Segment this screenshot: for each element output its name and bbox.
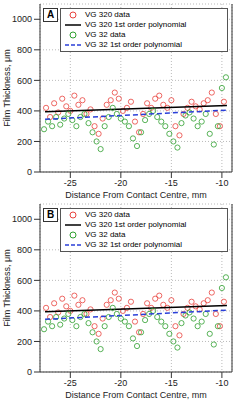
svg-text:-20: -20 <box>114 378 127 388</box>
html-text:A: A <box>47 9 55 20</box>
svg-text:Film Thickness, μm: Film Thickness, μm <box>8 249 12 327</box>
svg-text:400: 400 <box>17 306 32 316</box>
svg-text:600: 600 <box>17 276 32 286</box>
svg-text:1000: 1000 <box>12 214 32 224</box>
svg-text:-15: -15 <box>165 378 178 388</box>
svg-text:Film Thickness, μm: Film Thickness, μm <box>8 49 12 127</box>
svg-text:0: 0 <box>27 167 32 177</box>
html-text:VG 320 1st order polynomial: VG 320 1st order polynomial <box>85 220 187 229</box>
html-text:VG 32 1st order polynomial: VG 32 1st order polynomial <box>85 240 182 249</box>
html-text:VG 320 data: VG 320 data <box>85 210 130 219</box>
svg-text:200: 200 <box>17 337 32 347</box>
html-text:VG 32 data: VG 32 data <box>85 30 126 39</box>
svg-text:Distance From Contact Centre,: Distance From Contact Centre, mm <box>65 390 207 400</box>
svg-text:600: 600 <box>17 76 32 86</box>
svg-text:0: 0 <box>27 367 32 377</box>
html-text:VG 320 data: VG 320 data <box>85 10 130 19</box>
svg-text:800: 800 <box>17 245 32 255</box>
html-text:VG 32 data: VG 32 data <box>85 230 126 239</box>
svg-text:Distance From Contact Centre,: Distance From Contact Centre, mm <box>65 190 207 200</box>
html-text:VG 32 1st order polynomial: VG 32 1st order polynomial <box>85 40 182 49</box>
svg-text:1000: 1000 <box>12 14 32 24</box>
svg-text:-25: -25 <box>64 178 77 188</box>
svg-text:-10: -10 <box>215 178 228 188</box>
html-text:VG 320 1st order polynomial: VG 320 1st order polynomial <box>85 20 187 29</box>
svg-text:200: 200 <box>17 137 32 147</box>
svg-text:-25: -25 <box>64 378 77 388</box>
svg-text:-15: -15 <box>165 178 178 188</box>
svg-text:800: 800 <box>17 45 32 55</box>
html-text:B: B <box>47 209 55 220</box>
svg-text:400: 400 <box>17 106 32 116</box>
svg-text:-20: -20 <box>114 178 127 188</box>
svg-text:-10: -10 <box>215 378 228 388</box>
